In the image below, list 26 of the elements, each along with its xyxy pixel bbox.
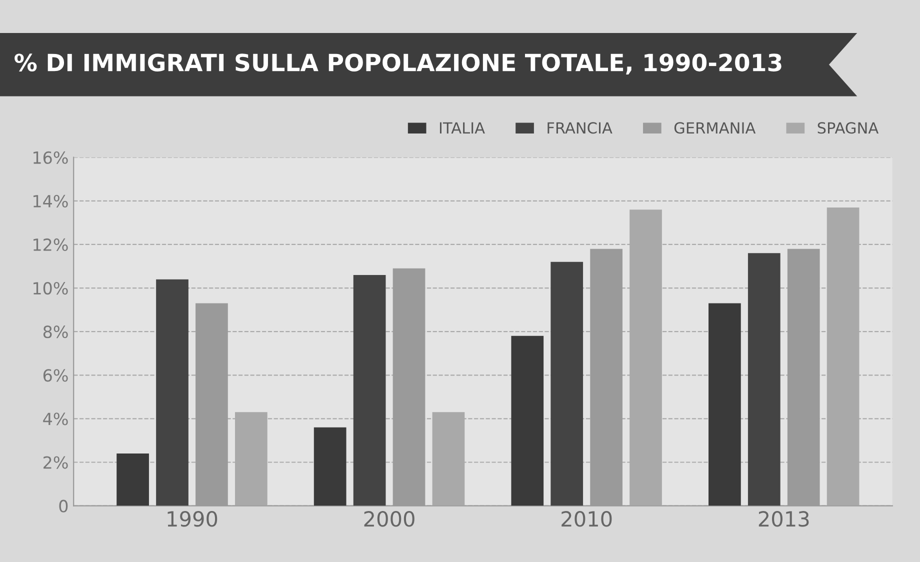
legend-label: FRANCIA — [548, 122, 612, 134]
bar — [156, 279, 188, 506]
legend-label: ITALIA — [440, 122, 485, 134]
y-tick-label: 2% — [44, 456, 68, 469]
legend-label: GERMANIA — [674, 122, 756, 134]
y-tick-label: 8% — [43, 326, 68, 338]
x-tick-label: 2000 — [364, 511, 414, 527]
legend-label: SPAGNA — [818, 122, 879, 134]
y-tick-label: 16% — [34, 151, 68, 164]
y-tick-label: 6% — [43, 369, 68, 382]
x-tick-label: 2010 — [562, 511, 612, 527]
bar — [550, 262, 584, 506]
bar — [511, 336, 544, 506]
y-tick-label: 10% — [34, 282, 68, 295]
bar — [314, 427, 346, 506]
bar — [748, 253, 780, 506]
y-tick-label: 0 — [59, 500, 68, 512]
x-tick-label: 1990 — [168, 511, 218, 527]
y-tick-label: 12% — [34, 238, 68, 252]
x-tick-label: 2013 — [758, 511, 809, 527]
bar — [353, 274, 386, 506]
y-tick-label: 14% — [34, 194, 68, 208]
bar — [116, 454, 149, 506]
y-tick-label: 4% — [43, 412, 68, 426]
bar — [708, 303, 741, 506]
chart-title: % DI IMMIGRATI SULLA POPOLAZIONE TOTALE, 1990-2013 — [14, 54, 782, 74]
